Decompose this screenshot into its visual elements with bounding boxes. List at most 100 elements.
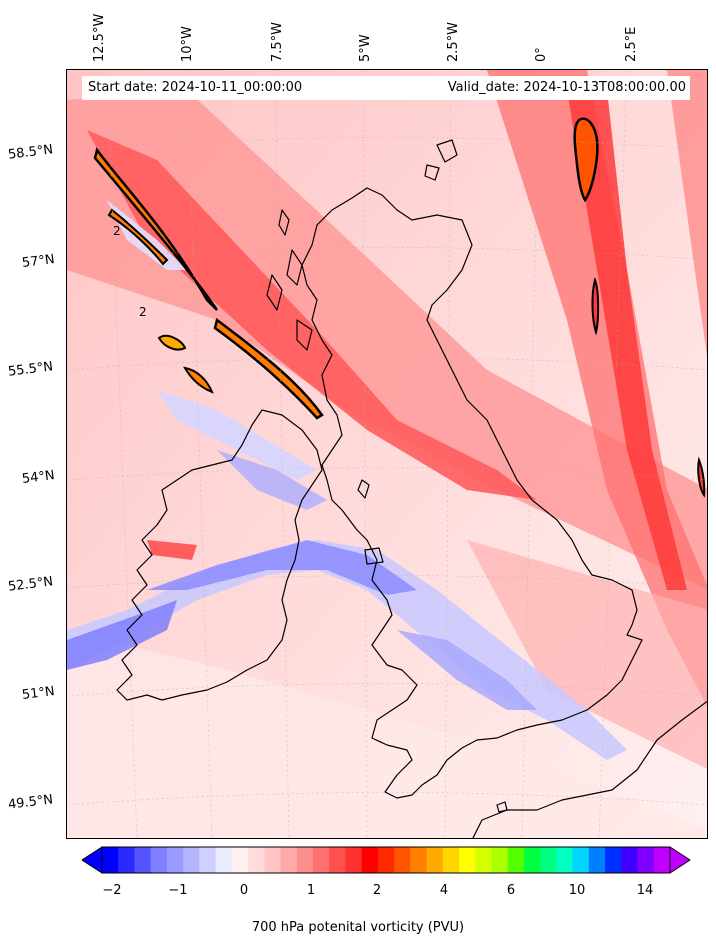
colorbar-tick-minus-2: −2	[102, 883, 122, 898]
colorbar-tick-10: 10	[568, 883, 586, 898]
pv-blue-streak-4	[157, 390, 317, 480]
lon-label-5w: 5°W	[358, 34, 373, 62]
colorbar-cell	[231, 847, 249, 873]
colorbar-cell	[166, 847, 184, 873]
colorbar-cell	[296, 847, 314, 873]
pv-contour-blob-1	[157, 334, 187, 351]
pv-band-north-sea	[487, 70, 707, 707]
pv-mid-south-east	[467, 540, 707, 770]
colorbar-tick-14: 14	[636, 883, 654, 898]
coastlines	[116, 139, 707, 838]
lat-label-54n: 54°N	[21, 468, 56, 487]
colorbar-cell	[215, 847, 233, 873]
colorbar-cell	[637, 847, 655, 873]
pv-band-east	[667, 70, 707, 356]
france-coastline	[472, 700, 707, 838]
pv-contour-blob-2	[183, 366, 214, 394]
colorbar-cell	[556, 847, 574, 873]
colorbar-cell	[248, 847, 265, 873]
contour-label-2-b: 2	[139, 305, 147, 319]
colorbar-cell	[475, 847, 492, 873]
colorbar-tick-2: 2	[372, 883, 382, 898]
colorbar-outline	[101, 846, 671, 874]
graticule	[67, 70, 707, 838]
pv-blue-streak-6	[217, 450, 327, 510]
colorbar-cell	[183, 847, 200, 873]
lon-label-7-5w: 7.5°W	[270, 21, 285, 62]
pv-blue-streak-1	[67, 540, 627, 760]
colorbar-cell	[621, 847, 639, 873]
pv-contour-filament-main	[93, 147, 219, 311]
colorbar-cell	[410, 847, 428, 873]
colorbar-cell	[312, 847, 330, 873]
colorbar-cell	[459, 847, 476, 873]
colorbar-cell	[394, 847, 411, 873]
anglesey-coastline	[364, 547, 384, 565]
contour-label-2-a: 2	[113, 224, 121, 238]
colorbar-under-arrow	[82, 846, 103, 874]
great-britain-coastline	[301, 187, 643, 799]
pv-contour-ne-2	[591, 276, 600, 336]
colorbar-cell	[491, 847, 509, 873]
colorbar-cell	[507, 847, 525, 873]
pv-blue-streak-2	[67, 600, 177, 670]
colorbar-cell	[540, 847, 557, 873]
colorbar-tick-0: 0	[239, 883, 249, 898]
colorbar-cell	[572, 847, 590, 873]
colorbar-cell	[426, 847, 444, 873]
colorbar-cell	[118, 847, 135, 873]
colorbar-cell	[329, 847, 346, 873]
lat-label-57n: 57°N	[21, 252, 56, 271]
lat-label-52-5n: 52.5°N	[7, 574, 54, 595]
pv-field-map: 2 2	[67, 70, 707, 838]
colorbar-cell	[134, 847, 152, 873]
colorbar-cell	[588, 847, 606, 873]
colorbar-cell	[523, 847, 541, 873]
channel-islands	[496, 801, 508, 813]
colorbar-cell	[653, 847, 671, 873]
lon-label-2-5e: 2.5°E	[624, 26, 639, 62]
start-date-label: Start date: 2024-10-11_00:00:00	[88, 80, 303, 95]
colorbar-tick-4: 4	[439, 883, 449, 898]
colorbar-cells	[102, 847, 671, 873]
lon-label-12-5w: 12.5°W	[92, 13, 107, 62]
colorbar-cell	[150, 847, 168, 873]
lat-label-49-5n: 49.5°N	[7, 792, 54, 813]
pv-red-streak-ireland	[147, 540, 197, 560]
colorbar-cell	[345, 847, 363, 873]
lon-label-0: 0°	[534, 47, 549, 62]
colorbar-over-arrow	[669, 846, 691, 874]
pv-blue-streak-1-core	[147, 540, 417, 595]
colorbar-tick-6: 6	[506, 883, 516, 898]
colorbar-cell	[442, 847, 460, 873]
pv-blue-streak-5	[107, 200, 187, 270]
header-box	[82, 76, 690, 100]
pv-contour-filament-lower	[213, 317, 324, 420]
ireland-coastline	[116, 409, 323, 701]
pv-contour-ne-1	[573, 117, 599, 203]
isle-of-man-coastline	[357, 479, 370, 499]
pv-band-north-sea-core	[567, 90, 687, 590]
lat-label-58-5n: 58.5°N	[7, 142, 54, 163]
colorbar-tick-1: 1	[306, 883, 316, 898]
orkney-coastline	[424, 139, 458, 181]
colorbar-cell	[102, 847, 119, 873]
colorbar-cell	[199, 847, 217, 873]
lat-label-51n: 51°N	[21, 684, 56, 703]
colorbar	[82, 846, 691, 874]
pv-blue-streak-3	[397, 630, 537, 710]
colorbar-cell	[361, 847, 379, 873]
lon-label-10w: 10°W	[180, 26, 195, 62]
lon-label-2-5w: 2.5°W	[446, 21, 461, 62]
valid-date-label: Valid_date: 2024-10-13T08:00:00.00	[447, 80, 686, 95]
map-panel: 2 2	[66, 69, 708, 839]
pv-band-central-core	[87, 130, 537, 500]
hebrides-coastline	[266, 209, 313, 351]
pv-contour-east-edge	[697, 456, 706, 498]
colorbar-cell	[605, 847, 622, 873]
pv-contour-filament-mid	[107, 208, 169, 266]
colorbar-cell	[264, 847, 282, 873]
colorbar-cell	[377, 847, 395, 873]
colorbar-cell	[280, 847, 298, 873]
colorbar-label: 700 hPa potenital vorticity (PVU)	[251, 920, 465, 935]
